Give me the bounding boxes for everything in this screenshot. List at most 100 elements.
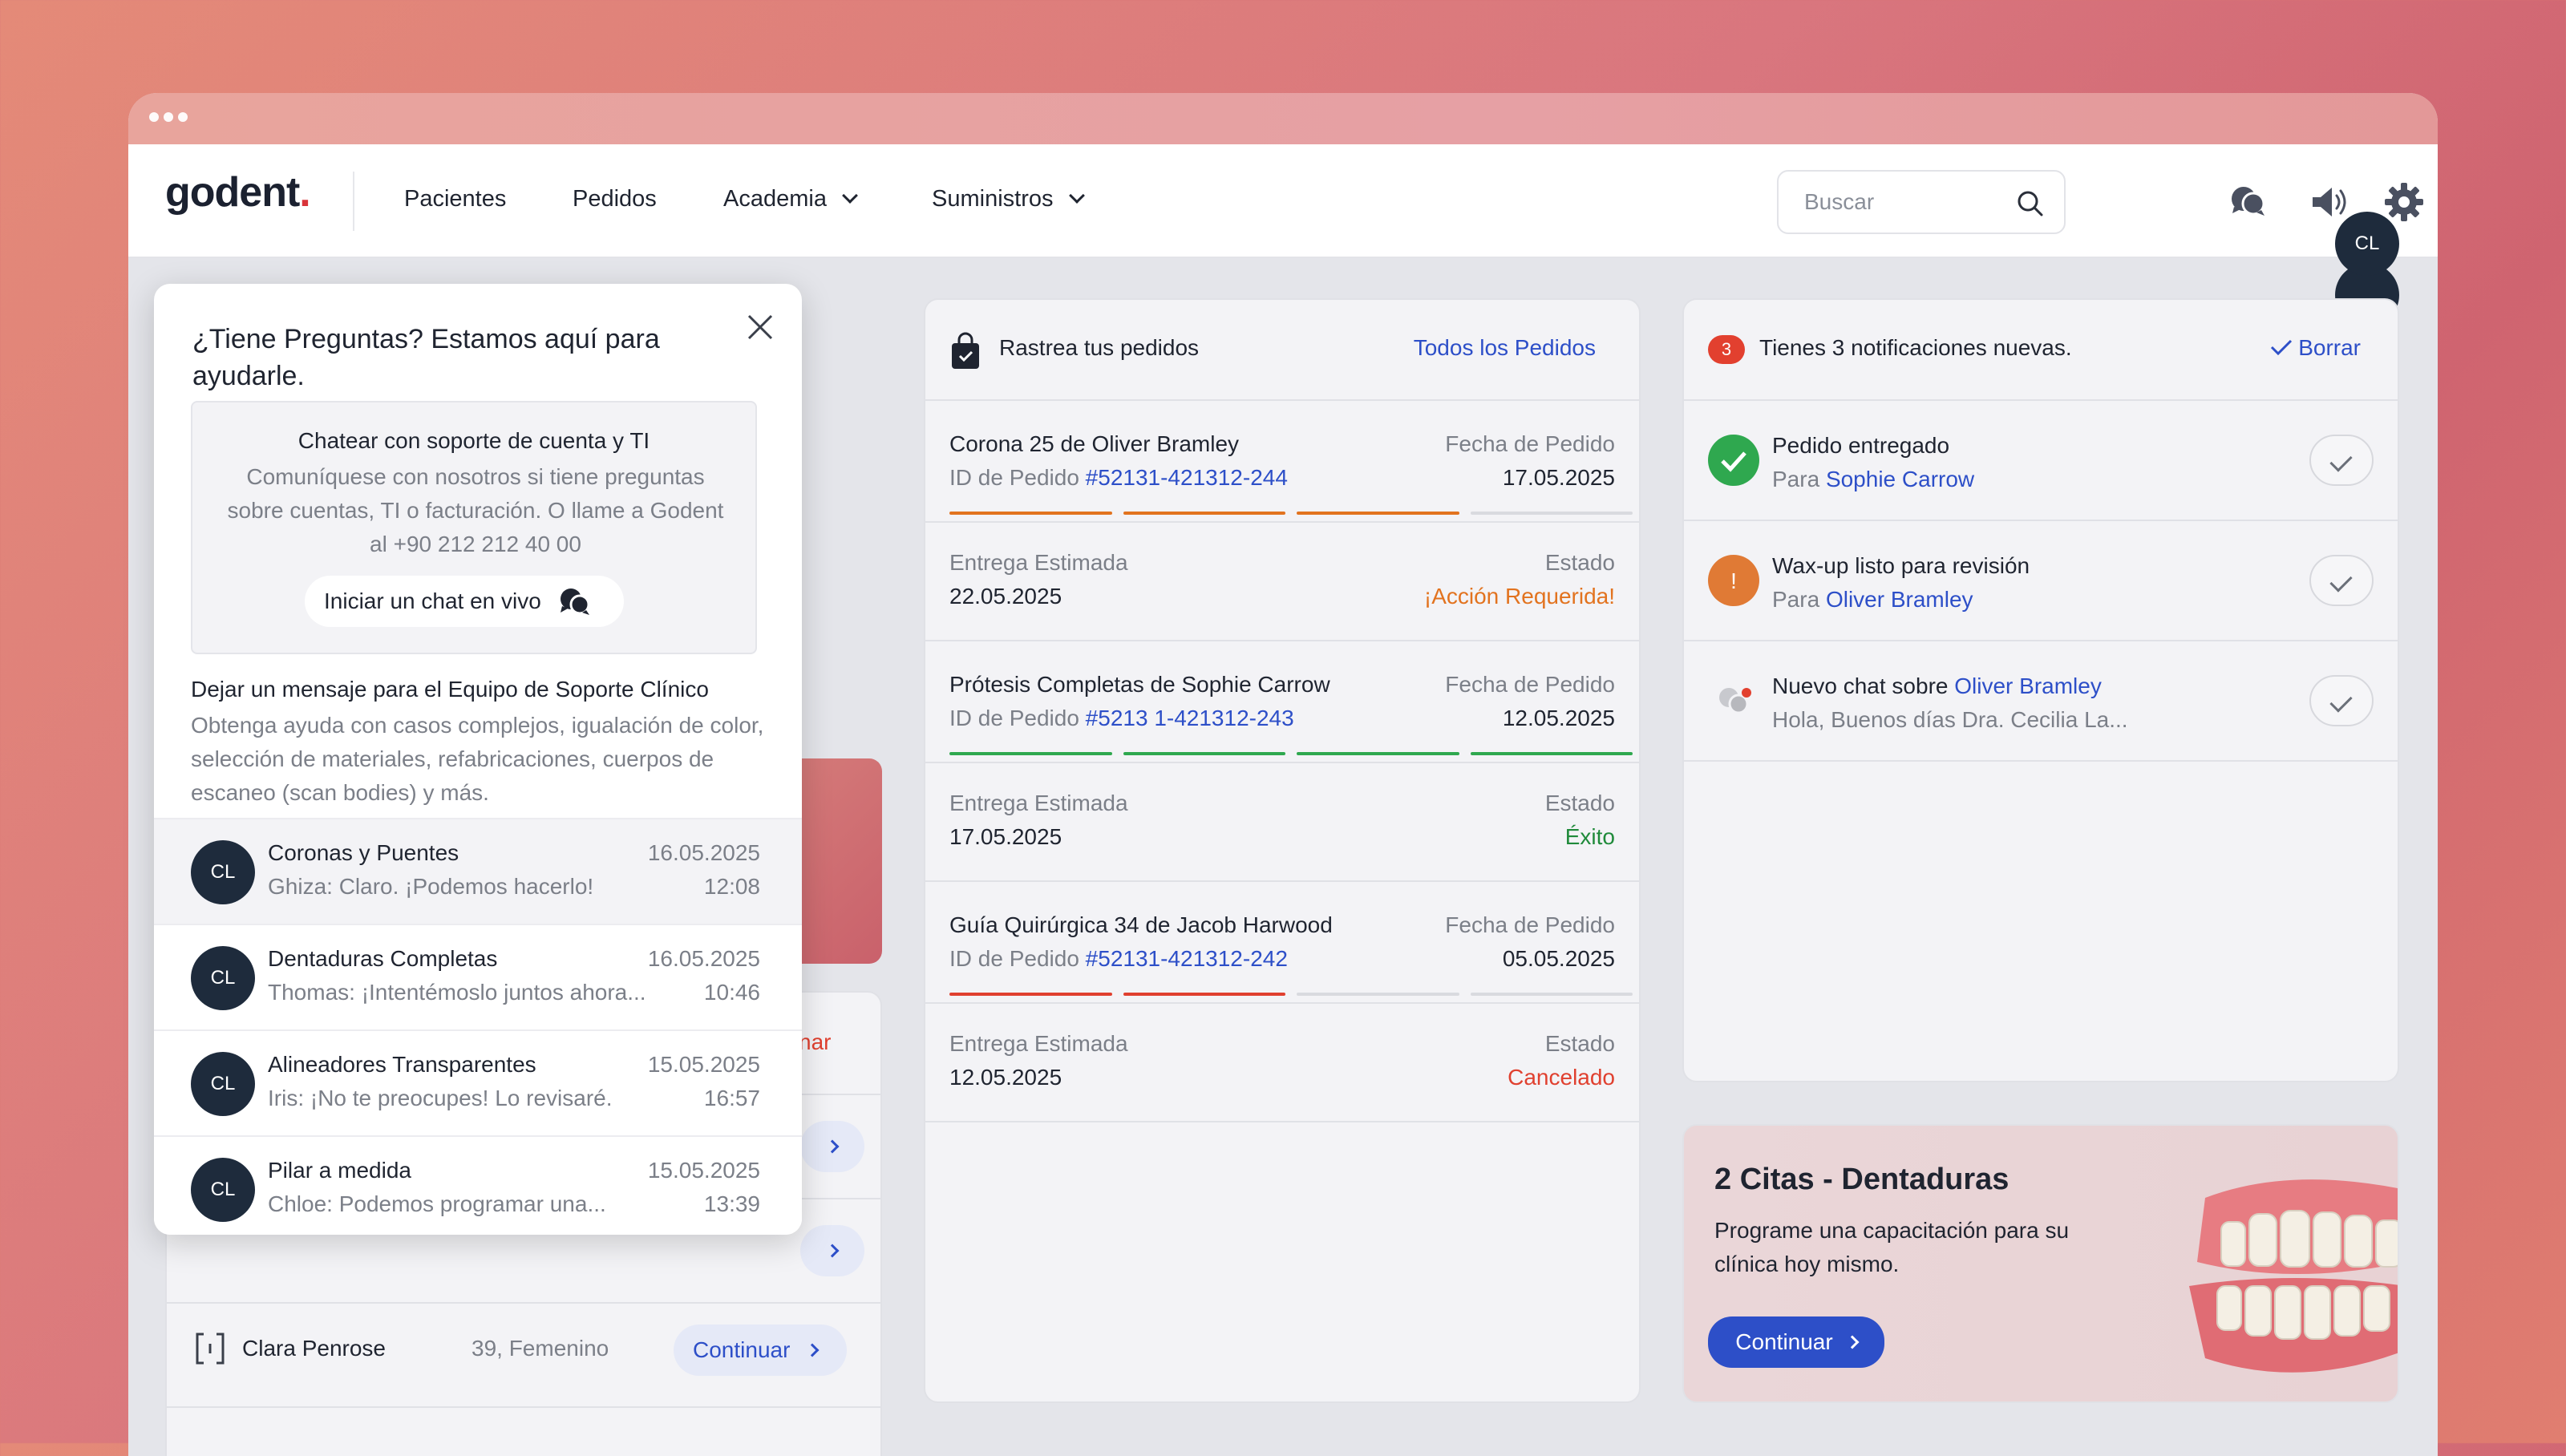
chat-thread[interactable]: CL Alineadores Transparentes Iris: ¡No t… — [154, 1029, 802, 1135]
logo[interactable]: godent. — [165, 168, 311, 216]
close-icon[interactable] — [744, 311, 776, 343]
all-orders-link[interactable]: Todos los Pedidos — [1413, 335, 1596, 360]
check-icon — [2271, 339, 2293, 356]
progress-segment — [1470, 512, 1633, 515]
chat-thread[interactable]: CL Dentaduras Completas Thomas: ¡Intenté… — [154, 924, 802, 1029]
chat-bubbles-icon — [1719, 688, 1751, 714]
continue-button-partial[interactable] — [800, 1225, 864, 1276]
chevron-down-icon — [842, 188, 858, 204]
chat-thread[interactable]: CL Coronas y Puentes Ghiza: Claro. ¡Pode… — [154, 818, 802, 924]
chat-time: 10:46 — [703, 980, 760, 1005]
chat-title: Coronas y Puentes — [268, 840, 459, 865]
divider — [1684, 760, 2398, 762]
progress-segment — [949, 512, 1112, 515]
promo-card: 2 Citas - Dentaduras Programe una capaci… — [1682, 1124, 2399, 1403]
status-value: Éxito — [1564, 824, 1615, 849]
notification-item[interactable]: Nuevo chat sobre Oliver Bramley Hola, Bu… — [1684, 641, 2398, 760]
window-dot — [149, 112, 159, 122]
user-avatar[interactable]: CL — [2335, 212, 2399, 276]
scan-icon — [196, 1333, 225, 1365]
nav-suministros-label: Suministros — [932, 186, 1054, 212]
promo-continue-button[interactable]: Continuar — [1708, 1316, 1884, 1368]
search-box — [1777, 170, 2066, 234]
chat-icon[interactable] — [2226, 180, 2271, 224]
order-date-label: Fecha de Pedido — [1445, 912, 1615, 937]
divider — [925, 1002, 1639, 1004]
nav-divider — [353, 172, 354, 231]
nav-academia[interactable]: Academia — [723, 186, 858, 212]
partial-action-text: nar — [799, 1029, 832, 1054]
order-date-label: Fecha de Pedido — [1445, 431, 1615, 456]
patient-name: Clara Penrose — [242, 1336, 386, 1361]
notification-subtitle: Para Oliver Bramley — [1772, 587, 1973, 612]
order-name: Prótesis Completas de Sophie Carrow — [949, 672, 1330, 697]
nav-suministros[interactable]: Suministros — [932, 186, 1085, 212]
patient-link[interactable]: Sophie Carrow — [1825, 467, 1975, 491]
order-id-link[interactable]: #52131-421312-244 — [1085, 465, 1288, 490]
continue-label: Continuar — [693, 1337, 791, 1362]
chat-title: Alineadores Transparentes — [268, 1052, 536, 1077]
progress-segment — [1470, 752, 1633, 755]
eta-label: Entrega Estimada — [949, 1031, 1128, 1056]
chat-date: 15.05.2025 — [647, 1158, 760, 1183]
notifications-title: Tienes 3 notificaciones nuevas. — [1759, 335, 2072, 360]
orders-title: Rastrea tus pedidos — [999, 335, 1200, 360]
announcement-icon[interactable] — [2306, 180, 2351, 224]
support-box: Chatear con soporte de cuenta y TI Comun… — [191, 401, 757, 654]
patient-link[interactable]: Oliver Bramley — [1954, 673, 2102, 698]
order-date: 05.05.2025 — [1502, 946, 1615, 971]
live-chat-button[interactable]: Iniciar un chat en vivo — [305, 576, 624, 627]
logo-text: godent — [165, 169, 300, 216]
window-dot — [164, 112, 173, 122]
svg-text:!: ! — [1730, 568, 1737, 593]
order-item[interactable]: Corona 25 de Oliver Bramley ID de Pedido… — [925, 401, 1639, 641]
mark-read-button[interactable] — [2309, 675, 2374, 726]
order-date: 17.05.2025 — [1502, 465, 1615, 490]
order-item[interactable]: Prótesis Completas de Sophie Carrow ID d… — [925, 641, 1639, 882]
notification-item[interactable]: Pedido entregado Para Sophie Carrow — [1684, 401, 2398, 520]
notification-item[interactable]: ! Wax-up listo para revisión Para Oliver… — [1684, 521, 2398, 640]
nav-pacientes[interactable]: Pacientes — [404, 186, 507, 212]
chat-time: 12:08 — [703, 874, 760, 899]
promo-body: Programe una capacitación para su clínic… — [1714, 1218, 2070, 1276]
help-popup: ¿Tiene Preguntas? Estamos aquí para ayud… — [154, 284, 802, 1235]
divider — [1684, 640, 2398, 641]
order-id-link[interactable]: #5213 1-421312-243 — [1085, 706, 1294, 730]
chevron-right-icon — [1845, 1335, 1860, 1349]
mark-read-button[interactable] — [2309, 435, 2374, 486]
avatar: CL — [191, 840, 255, 904]
chat-preview: Thomas: ¡Intentémoslo juntos ahora... — [268, 980, 646, 1005]
chat-thread[interactable]: CL Pilar a medida Chloe: Podemos program… — [154, 1135, 802, 1235]
nav-pedidos[interactable]: Pedidos — [573, 186, 657, 212]
clear-label: Borrar — [2298, 335, 2361, 360]
avatar: CL — [191, 1158, 255, 1222]
support-heading: Chatear con soporte de cuenta y TI — [297, 428, 650, 453]
notification-title: Pedido entregado — [1772, 433, 1950, 458]
chat-preview: Iris: ¡No te preocupes! Lo revisaré. — [268, 1086, 613, 1110]
orders-panel: Rastrea tus pedidos Todos los Pedidos Co… — [924, 298, 1641, 1403]
notification-count-badge: 3 — [1708, 335, 1745, 364]
order-name: Corona 25 de Oliver Bramley — [949, 431, 1240, 456]
notification-title: Nuevo chat sobre Oliver Bramley — [1772, 673, 2102, 698]
gear-icon[interactable] — [2382, 180, 2426, 224]
window-dot — [178, 112, 188, 122]
orders-header: Rastrea tus pedidos Todos los Pedidos — [925, 300, 1639, 401]
continue-button-partial[interactable] — [800, 1121, 864, 1172]
mark-read-button[interactable] — [2309, 555, 2374, 606]
clear-button[interactable]: Borrar — [2269, 335, 2361, 361]
divider — [925, 640, 1639, 641]
chat-date: 16.05.2025 — [647, 946, 760, 971]
chat-preview: Ghiza: Claro. ¡Podemos hacerlo! — [268, 874, 594, 899]
check-circle-icon — [1708, 435, 1759, 486]
search-input[interactable] — [1803, 186, 2011, 218]
patient-link[interactable]: Oliver Bramley — [1825, 587, 1973, 612]
order-item[interactable]: Guía Quirúrgica 34 de Jacob Harwood ID d… — [925, 882, 1639, 1122]
notification-title: Wax-up listo para revisión — [1772, 553, 2030, 578]
continue-button[interactable]: Continuar — [674, 1325, 847, 1376]
status-value: Cancelado — [1508, 1065, 1615, 1090]
search-icon[interactable] — [2016, 189, 2045, 218]
order-id-link[interactable]: #52131-421312-242 — [1085, 946, 1288, 971]
chat-time: 16:57 — [703, 1086, 760, 1110]
chat-date: 15.05.2025 — [647, 1052, 760, 1077]
chevron-down-icon — [1068, 188, 1085, 204]
